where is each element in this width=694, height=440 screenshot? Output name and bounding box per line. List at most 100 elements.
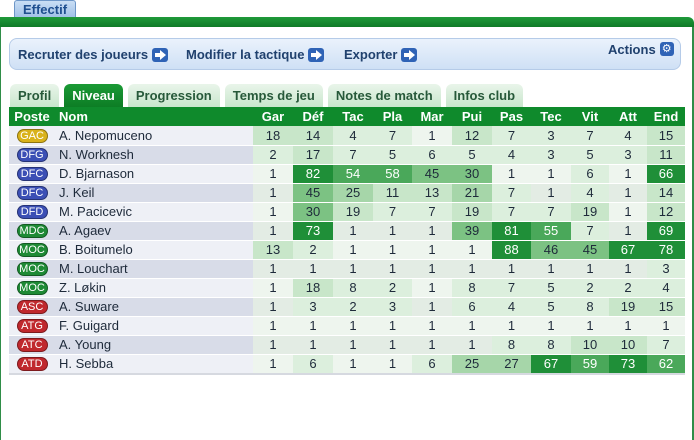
player-name-link[interactable]: H. Sebba — [55, 354, 253, 374]
table-row[interactable]: MOC M. Louchart 1 1 1 1 1 1 1 1 1 1 3 — [9, 259, 685, 279]
column-header-déf[interactable]: Déf — [293, 107, 333, 126]
stat-cell-att: 67 — [609, 240, 647, 260]
stat-cell-att: 19 — [609, 297, 647, 317]
stat-cell-vit: 19 — [571, 202, 609, 222]
table-row[interactable]: DFC D. Bjarnason 1 82 54 58 45 30 1 1 6 1 66 — [9, 164, 685, 184]
stat-cell-pas: 1 — [492, 259, 531, 279]
column-header-pas[interactable]: Pas — [492, 107, 531, 126]
stat-cell-pui: 1 — [452, 240, 492, 260]
tab-infos-club[interactable]: Infos club — [445, 84, 524, 107]
stat-cell-déf: 2 — [293, 240, 333, 260]
column-header-pla[interactable]: Pla — [373, 107, 412, 126]
column-header-vit[interactable]: Vit — [571, 107, 609, 126]
player-name-link[interactable]: N. Worknesh — [55, 145, 253, 165]
table-row[interactable]: MOC Z. Løkin 1 18 8 2 1 8 7 5 2 2 4 — [9, 278, 685, 298]
arrow-right-icon[interactable] — [152, 47, 169, 62]
stat-cell-att: 1 — [609, 221, 647, 241]
column-header-tac[interactable]: Tac — [333, 107, 373, 126]
stat-cell-pas: 7 — [492, 202, 531, 222]
table-row[interactable]: ASC A. Suware 1 3 2 3 1 6 4 5 8 19 15 — [9, 297, 685, 317]
stat-cell-gar: 1 — [253, 221, 293, 241]
export-link[interactable]: Exporter — [344, 47, 418, 62]
player-name-link[interactable]: J. Keil — [55, 183, 253, 203]
stat-cell-tac: 54 — [333, 164, 373, 184]
player-name-link[interactable]: B. Boitumelo — [55, 240, 253, 260]
table-row[interactable]: GAC A. Nepomuceno 18 14 4 7 1 12 7 3 7 4 15 — [9, 126, 685, 146]
player-name-link[interactable]: F. Guigard — [55, 316, 253, 336]
stat-cell-pui: 19 — [452, 202, 492, 222]
stat-cell-tec: 7 — [531, 202, 571, 222]
modify-tactics-link[interactable]: Modifier la tactique — [186, 47, 325, 62]
recruit-players-link[interactable]: Recruter des joueurs — [18, 47, 169, 62]
stat-cell-pui: 25 — [452, 354, 492, 374]
stat-cell-gar: 13 — [253, 240, 293, 260]
stat-cell-att: 1 — [609, 183, 647, 203]
export-label: Exporter — [344, 47, 398, 62]
stat-cell-pui: 12 — [452, 126, 492, 146]
table-row[interactable]: MDC A. Agaev 1 73 1 1 1 39 81 55 7 1 69 — [9, 221, 685, 241]
tab-temps-de-jeu[interactable]: Temps de jeu — [224, 84, 323, 107]
stat-cell-déf: 1 — [293, 335, 333, 355]
stat-cell-pla: 11 — [373, 183, 412, 203]
stat-cell-pla: 7 — [373, 126, 412, 146]
player-name-link[interactable]: M. Pacicevic — [55, 202, 253, 222]
recruit-players-label: Recruter des joueurs — [18, 47, 149, 62]
stat-cell-tac: 1 — [333, 259, 373, 279]
stat-cell-gar: 18 — [253, 126, 293, 146]
table-row[interactable]: DFG N. Worknesh 2 17 7 5 6 5 4 3 5 3 11 — [9, 145, 685, 165]
player-name-link[interactable]: M. Louchart — [55, 259, 253, 279]
position-badge: MOC — [16, 262, 48, 277]
column-header-att[interactable]: Att — [609, 107, 647, 126]
stat-cell-pla: 1 — [373, 354, 412, 374]
column-header-nom[interactable]: Nom — [55, 107, 253, 126]
player-name-link[interactable]: A. Agaev — [55, 221, 253, 241]
table-row[interactable]: ATG F. Guigard 1 1 1 1 1 1 1 1 1 1 1 — [9, 316, 685, 336]
position-cell: MOC — [9, 240, 55, 260]
position-cell: ATD — [9, 354, 55, 374]
stat-cell-mar: 6 — [412, 145, 452, 165]
column-header-pui[interactable]: Pui — [452, 107, 492, 126]
tab-niveau[interactable]: Niveau — [64, 84, 123, 107]
stat-cell-mar: 13 — [412, 183, 452, 203]
player-name-link[interactable]: A. Suware — [55, 297, 253, 317]
stat-cell-pla: 1 — [373, 240, 412, 260]
stat-cell-pla: 58 — [373, 164, 412, 184]
stat-cell-end: 14 — [647, 183, 685, 203]
player-name-link[interactable]: D. Bjarnason — [55, 164, 253, 184]
view-tabs: Profil Niveau Progression Temps de jeu Notes… — [10, 84, 524, 107]
tab-notes-de-match[interactable]: Notes de match — [327, 84, 441, 107]
table-row[interactable]: ATC A. Young 1 1 1 1 1 1 8 8 10 10 7 — [9, 335, 685, 355]
gear-icon[interactable]: ⚙ — [659, 42, 674, 56]
player-name-link[interactable]: A. Nepomuceno — [55, 126, 253, 146]
stat-cell-end: 3 — [647, 259, 685, 279]
window-title-tab[interactable]: Effectif — [14, 0, 76, 18]
stat-cell-pui: 39 — [452, 221, 492, 241]
player-name-link[interactable]: Z. Løkin — [55, 278, 253, 298]
column-header-tec[interactable]: Tec — [531, 107, 571, 126]
arrow-right-icon[interactable] — [308, 47, 325, 62]
column-header-mar[interactable]: Mar — [412, 107, 452, 126]
stat-cell-att: 10 — [609, 335, 647, 355]
modify-tactics-label: Modifier la tactique — [186, 47, 305, 62]
actions-menu-button[interactable]: Actions ⚙ — [600, 38, 681, 60]
table-row[interactable]: DFC J. Keil 1 45 25 11 13 21 7 1 4 1 14 — [9, 183, 685, 203]
stat-cell-mar: 1 — [412, 126, 452, 146]
column-header-gar[interactable]: Gar — [253, 107, 293, 126]
column-header-poste[interactable]: Poste — [9, 107, 55, 126]
table-row[interactable]: DFD M. Pacicevic 1 30 19 7 7 19 7 7 19 1 12 — [9, 202, 685, 222]
stat-cell-end: 11 — [647, 145, 685, 165]
arrow-right-icon[interactable] — [401, 47, 418, 62]
column-header-end[interactable]: End — [647, 107, 685, 126]
position-badge: GAC — [16, 129, 48, 144]
player-name-link[interactable]: A. Young — [55, 335, 253, 355]
position-badge: ATC — [16, 338, 48, 353]
stat-cell-tac: 8 — [333, 278, 373, 298]
table-row[interactable]: MOC B. Boitumelo 13 2 1 1 1 1 88 46 45 67 78 — [9, 240, 685, 260]
table-row[interactable]: ATD H. Sebba 1 6 1 1 6 25 27 67 59 73 62 — [9, 354, 685, 374]
stat-cell-tec: 1 — [531, 183, 571, 203]
stat-cell-pui: 30 — [452, 164, 492, 184]
tab-profil[interactable]: Profil — [10, 84, 60, 107]
stat-cell-end: 15 — [647, 297, 685, 317]
stat-cell-mar: 1 — [412, 221, 452, 241]
tab-progression[interactable]: Progression — [127, 84, 220, 107]
